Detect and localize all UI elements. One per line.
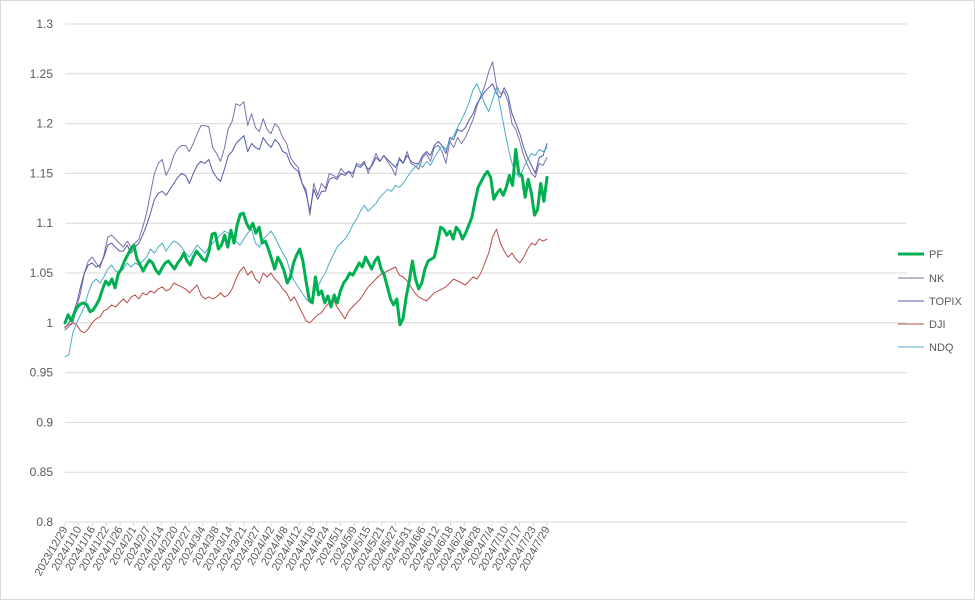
y-tick-label: 1	[46, 316, 53, 330]
y-tick-label: 0.8	[36, 515, 53, 529]
series-line-nk	[64, 61, 548, 331]
y-tick-label: 1.25	[30, 67, 54, 81]
x-axis: 2023/12/292024/1/102024/1/162024/1/22202…	[33, 521, 907, 578]
y-tick-label: 1.15	[30, 166, 54, 180]
legend-label-nk: NK	[929, 273, 945, 285]
y-tick-label: 0.85	[30, 465, 54, 479]
y-tick-label: 1.1	[36, 216, 53, 230]
legend: PF NK TOPIX DJI NDQ	[898, 249, 962, 354]
series-line-pf	[63, 148, 549, 327]
y-tick-label: 0.95	[30, 366, 54, 380]
y-tick-label: 1.2	[36, 117, 53, 131]
y-axis-tick-labels: 0.8 0.85 0.9 0.95 1 1.05 1.1 1.15 1.2 1.25 1.3	[30, 17, 54, 529]
legend-label-ndq: NDQ	[929, 342, 954, 354]
legend-label-topix: TOPIX	[929, 296, 962, 308]
y-tick-label: 1.3	[36, 17, 53, 31]
y-tick-label: 0.9	[36, 415, 53, 429]
series-lines	[63, 61, 549, 358]
legend-label-pf: PF	[929, 249, 943, 261]
series-line-ndq	[64, 83, 548, 358]
grid-lines	[65, 23, 907, 523]
legend-label-dji: DJI	[929, 319, 946, 331]
series-line-topix	[64, 83, 548, 329]
series-line-dji	[64, 228, 548, 334]
y-tick-label: 1.05	[30, 266, 54, 280]
